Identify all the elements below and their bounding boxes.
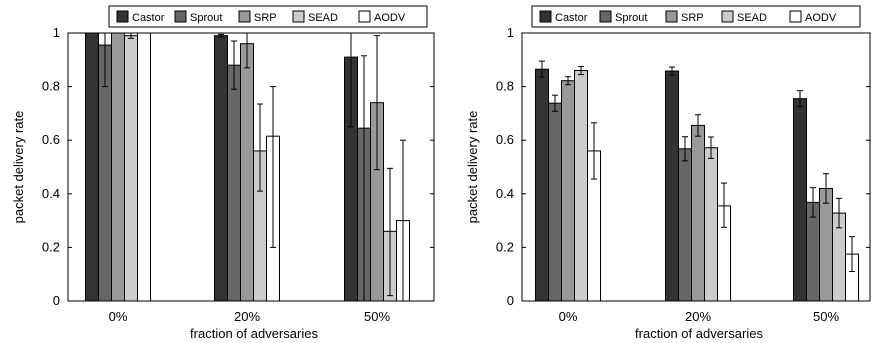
- legend: Castor Sprout SRP SEAD AODV: [531, 5, 861, 28]
- y-tick-label: 0.6: [496, 132, 514, 147]
- y-tick-label: 0: [53, 293, 60, 308]
- bar-sead: [574, 70, 588, 302]
- x-axis-label: fraction of adversaries: [190, 326, 318, 341]
- bar-sprout: [227, 64, 241, 302]
- y-axis-label: packet delivery rate: [465, 111, 480, 224]
- legend-label-sead: SEAD: [308, 12, 338, 24]
- legend-swatch-srp: [238, 10, 251, 23]
- y-tick-label: 0.4: [496, 186, 514, 201]
- legend-label-castor: Castor: [555, 12, 588, 24]
- chart-2: 0 0.2 0.4 0.6 0.8 1 0% 20% 50% fraction of advers…: [465, 5, 871, 341]
- y-tick-label: 0.4: [42, 186, 60, 201]
- bar-aodv: [137, 32, 151, 302]
- legend-label-srp: SRP: [254, 12, 277, 24]
- y-tick-label: 0.8: [42, 79, 60, 94]
- bar-castor: [665, 70, 679, 302]
- x-tick-label: 0%: [559, 309, 578, 324]
- bar-srp: [561, 80, 575, 302]
- y-tick-label: 0.8: [496, 79, 514, 94]
- bar-srp: [111, 32, 125, 302]
- chart-1: 0 0.2 0.4 0.6 0.8 1 0% 20% 50% fraction of advers…: [11, 5, 435, 341]
- legend-swatch-castor: [539, 10, 552, 23]
- x-tick-label: 0%: [109, 309, 128, 324]
- x-tick-label: 20%: [685, 309, 711, 324]
- x-tick-label: 20%: [234, 309, 260, 324]
- x-tick-label: 50%: [364, 309, 390, 324]
- bar-sprout: [678, 148, 692, 302]
- legend-swatch-aodv: [358, 10, 371, 23]
- legend-box: [108, 5, 428, 28]
- y-axis-label: packet delivery rate: [11, 111, 26, 224]
- bar-castor: [535, 68, 549, 302]
- legend: Castor Sprout SRP SEAD AODV: [108, 5, 428, 28]
- legend-swatch-aodv: [789, 10, 802, 23]
- legend-label-aodv: AODV: [805, 12, 837, 24]
- x-axis-label: fraction of adversaries: [635, 326, 763, 341]
- legend-box: [531, 5, 861, 28]
- bar-castor: [214, 35, 228, 302]
- legend-label-aodv: AODV: [374, 12, 406, 24]
- legend-swatch-srp: [665, 10, 678, 23]
- y-tick-label: 1: [507, 25, 514, 40]
- legend-swatch-sprout: [174, 10, 187, 23]
- legend-label-srp: SRP: [681, 12, 704, 24]
- legend-label-sead: SEAD: [737, 12, 767, 24]
- legend-label-sprout: Sprout: [615, 12, 647, 24]
- legend-label-castor: Castor: [132, 12, 165, 24]
- y-tick-label: 0: [507, 293, 514, 308]
- bar-sead: [704, 147, 718, 302]
- bar-srp: [819, 187, 833, 302]
- legend-label-sprout: Sprout: [190, 12, 222, 24]
- legend-swatch-sead: [721, 10, 734, 23]
- legend-swatch-sead: [292, 10, 305, 23]
- bar-srp: [691, 124, 705, 302]
- bar-castor: [85, 32, 99, 302]
- y-tick-label: 0.2: [42, 239, 60, 254]
- y-tick-label: 0.6: [42, 132, 60, 147]
- x-tick-label: 50%: [813, 309, 839, 324]
- bar-castor: [793, 98, 807, 302]
- bar-srp: [240, 43, 254, 302]
- bar-sprout: [548, 102, 562, 302]
- legend-swatch-sprout: [599, 10, 612, 23]
- bar-sead: [124, 35, 138, 302]
- y-tick-label: 1: [53, 25, 60, 40]
- legend-swatch-castor: [116, 10, 129, 23]
- y-tick-label: 0.2: [496, 239, 514, 254]
